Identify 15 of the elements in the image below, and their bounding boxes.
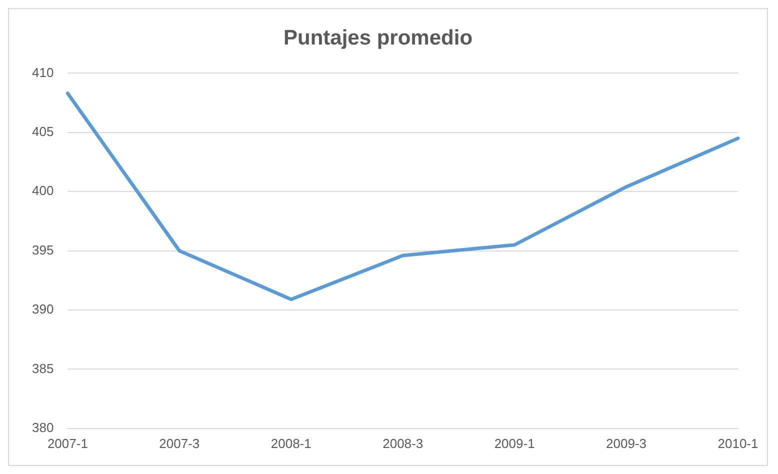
x-tick-label: 2007-1 — [47, 436, 88, 451]
y-tick-label: 385 — [32, 360, 54, 376]
x-tick-label: 2009-1 — [494, 436, 535, 451]
x-tick-label: 2010-1 — [718, 436, 758, 451]
x-tick-label: 2008-3 — [382, 436, 424, 451]
y-tick-label: 405 — [32, 124, 54, 139]
y-tick-label: 395 — [32, 242, 54, 258]
y-tick-label: 410 — [32, 64, 54, 80]
chart-title: Puntajes promedio — [283, 26, 473, 50]
y-tick-label: 400 — [32, 183, 54, 198]
x-tick-label: 2007-3 — [159, 436, 200, 451]
y-tick-label: 380 — [32, 420, 54, 435]
x-tick-label: 2008-1 — [270, 436, 312, 451]
y-tick-label: 390 — [32, 302, 54, 317]
x-tick-label: 2009-3 — [606, 436, 647, 451]
